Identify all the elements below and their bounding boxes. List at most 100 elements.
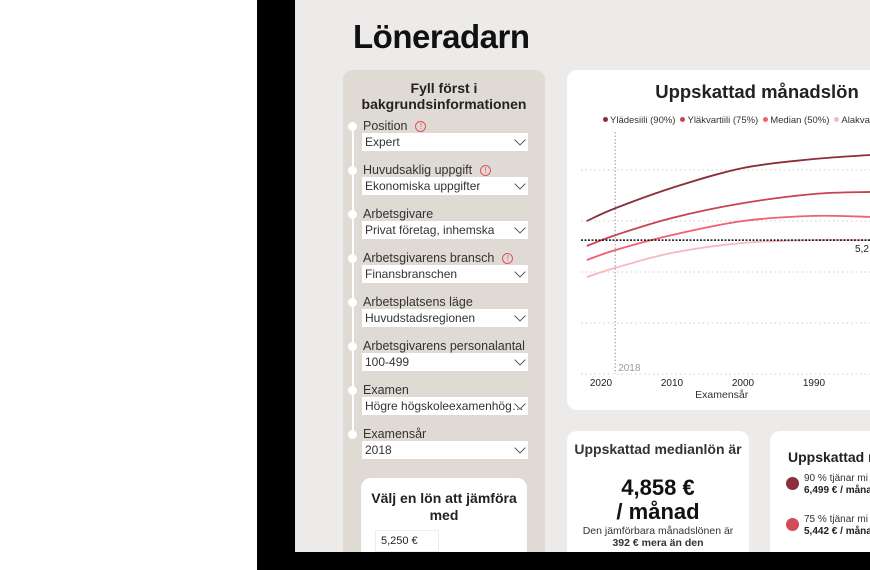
field-label: Arbetsgivare xyxy=(363,207,433,221)
timeline-dot xyxy=(348,298,357,307)
info-icon[interactable]: ! xyxy=(415,121,427,132)
select-value: Huvudstadsregionen xyxy=(365,311,476,325)
field-label-text: Position xyxy=(363,119,408,133)
chart-title: Uppskattad månadslön xyxy=(655,81,859,102)
range-text: 90 % tjänar mi xyxy=(804,473,868,484)
timeline-dot xyxy=(348,342,357,351)
dot-icon xyxy=(786,518,799,531)
chevron-down-icon xyxy=(514,134,526,146)
legend-label: Median (50%) xyxy=(770,115,830,126)
timeline-line xyxy=(352,125,354,435)
median-salary-card: Uppskattad medianlön är 4,858 € / månad D… xyxy=(567,431,749,552)
select-value: Finansbranschen xyxy=(365,267,458,281)
x-tick-label: 2020 xyxy=(590,378,613,389)
legend-dot-icon xyxy=(834,117,840,122)
field-select[interactable]: 2018 xyxy=(362,441,528,459)
info-icon[interactable]: ! xyxy=(480,165,492,176)
chevron-down-icon xyxy=(514,354,526,366)
field-label-text: Arbetsplatsens läge xyxy=(363,295,473,309)
timeline-dot xyxy=(348,430,357,439)
median-value: 4,858 € / månad xyxy=(567,476,749,524)
range-value: 5,442 € / måna xyxy=(804,526,870,537)
legend-label: Ylädesiili (90%) xyxy=(610,115,676,126)
compare-salary-input[interactable]: 5,250 € xyxy=(375,530,439,552)
timeline-dot xyxy=(348,166,357,175)
salary-range-card: Uppskattad m 90 % tjänar mi 6,499 € / må… xyxy=(770,431,870,552)
x-axis-label: Examensår xyxy=(695,389,749,401)
field-label: Arbetsplatsens läge xyxy=(363,295,473,309)
field-label: Position! xyxy=(363,119,427,133)
select-value: Privat företag, inhemska xyxy=(365,223,495,237)
page-title: Löneradarn xyxy=(353,18,530,55)
chevron-down-icon xyxy=(514,178,526,190)
chevron-down-icon xyxy=(514,310,526,322)
field-label: Arbetsgivarens personalantal xyxy=(363,339,525,353)
chevron-down-icon xyxy=(514,266,526,278)
note-difference: 392 € mera än den xyxy=(612,537,704,549)
timeline-dot xyxy=(348,210,357,219)
line-chart: 2018 5,2 2020 2010 2000 1990 Examensår xyxy=(581,132,870,401)
info-icon[interactable]: ! xyxy=(502,253,514,264)
dot-icon xyxy=(786,477,799,490)
screen: Löneradarn Fyll först i bakgrundsinforma… xyxy=(295,0,870,552)
timeline-dot xyxy=(348,254,357,263)
field-select[interactable]: Högre högskoleexamenhög… xyxy=(362,397,528,415)
marker-year-label: 2018 xyxy=(618,363,641,374)
x-tick-label: 2010 xyxy=(661,378,684,389)
series-line xyxy=(586,214,870,261)
field-select[interactable]: Huvudstadsregionen xyxy=(362,309,528,327)
median-note: Den jämförbara månadslönen är 392 € mera … xyxy=(567,525,749,549)
note-text: Den jämförbara månadslönen är xyxy=(582,525,734,537)
field-select[interactable]: Expert xyxy=(362,133,528,151)
field-label: Huvudsaklig uppgift! xyxy=(363,163,492,177)
salary-chart-card: Uppskattad månadslön Ylädesiili (90%) Ylä… xyxy=(567,70,870,410)
field-label-text: Arbetsgivarens bransch xyxy=(363,251,495,265)
legend-dot-icon xyxy=(763,117,769,122)
field-label-text: Examen xyxy=(363,383,409,397)
field-select[interactable]: Ekonomiska uppgifter xyxy=(362,177,528,195)
series-line xyxy=(586,191,870,247)
field-label-text: Arbetsgivare xyxy=(363,207,434,221)
form-title: Fyll först i bakgrundsinformationen xyxy=(361,80,527,112)
chevron-down-icon xyxy=(514,442,526,454)
field-label: Examen xyxy=(363,383,409,397)
x-tick-label: 2000 xyxy=(732,378,755,389)
background-form-panel: Fyll först i bakgrundsinformationen Posi… xyxy=(343,70,545,552)
legend-item[interactable]: Yläkvartiili (75%) xyxy=(680,115,758,126)
median-unit: / månad xyxy=(616,499,700,524)
field-label-text: Huvudsaklig uppgift xyxy=(363,163,473,177)
select-value: Högre högskoleexamenhög… xyxy=(365,399,524,413)
legend-dot-icon xyxy=(603,117,608,122)
range-value: 6,499 € / måna xyxy=(804,485,870,496)
field-label: Arbetsgivarens bransch! xyxy=(363,251,514,265)
legend-item[interactable]: Ylädesiili (90%) xyxy=(603,115,675,126)
compare-salary-box: Välj en lön att jämföra med 5,250 € xyxy=(361,478,527,552)
legend-dot-icon xyxy=(680,117,686,122)
timeline-dot xyxy=(348,122,357,131)
series-line xyxy=(586,154,870,222)
select-value: 2018 xyxy=(365,443,392,457)
field-select[interactable]: Privat företag, inhemska xyxy=(362,221,528,239)
select-value: 100-499 xyxy=(365,355,410,369)
comparison-label: 5,2 xyxy=(855,244,869,255)
select-value: Ekonomiska uppgifter xyxy=(365,179,481,193)
timeline-dot xyxy=(348,386,357,395)
legend-item[interactable]: Alakvartiili xyxy=(834,115,870,126)
median-amount: 4,858 € xyxy=(621,475,695,500)
chevron-down-icon xyxy=(514,222,526,234)
field-label-text: Arbetsgivarens personalantal xyxy=(363,339,525,353)
chart-legend: Ylädesiili (90%) Yläkvartiili (75%) Median… xyxy=(603,115,870,126)
legend-item[interactable]: Median (50%) xyxy=(763,115,829,126)
x-tick-label: 1990 xyxy=(803,378,826,389)
range-title: Uppskattad m xyxy=(788,449,870,465)
field-select[interactable]: 100-499 xyxy=(362,353,528,371)
field-select[interactable]: Finansbranschen xyxy=(362,265,528,283)
legend-label: Alakvartiili xyxy=(841,115,870,126)
legend-label: Yläkvartiili (75%) xyxy=(687,115,759,126)
field-label-text: Examensår xyxy=(363,427,427,441)
compare-title: Välj en lön att jämföra med xyxy=(371,490,517,523)
field-label: Examensår xyxy=(363,427,426,441)
range-text: 75 % tjänar mi xyxy=(804,514,868,525)
select-value: Expert xyxy=(365,135,400,149)
median-title: Uppskattad medianlön är xyxy=(574,441,742,457)
